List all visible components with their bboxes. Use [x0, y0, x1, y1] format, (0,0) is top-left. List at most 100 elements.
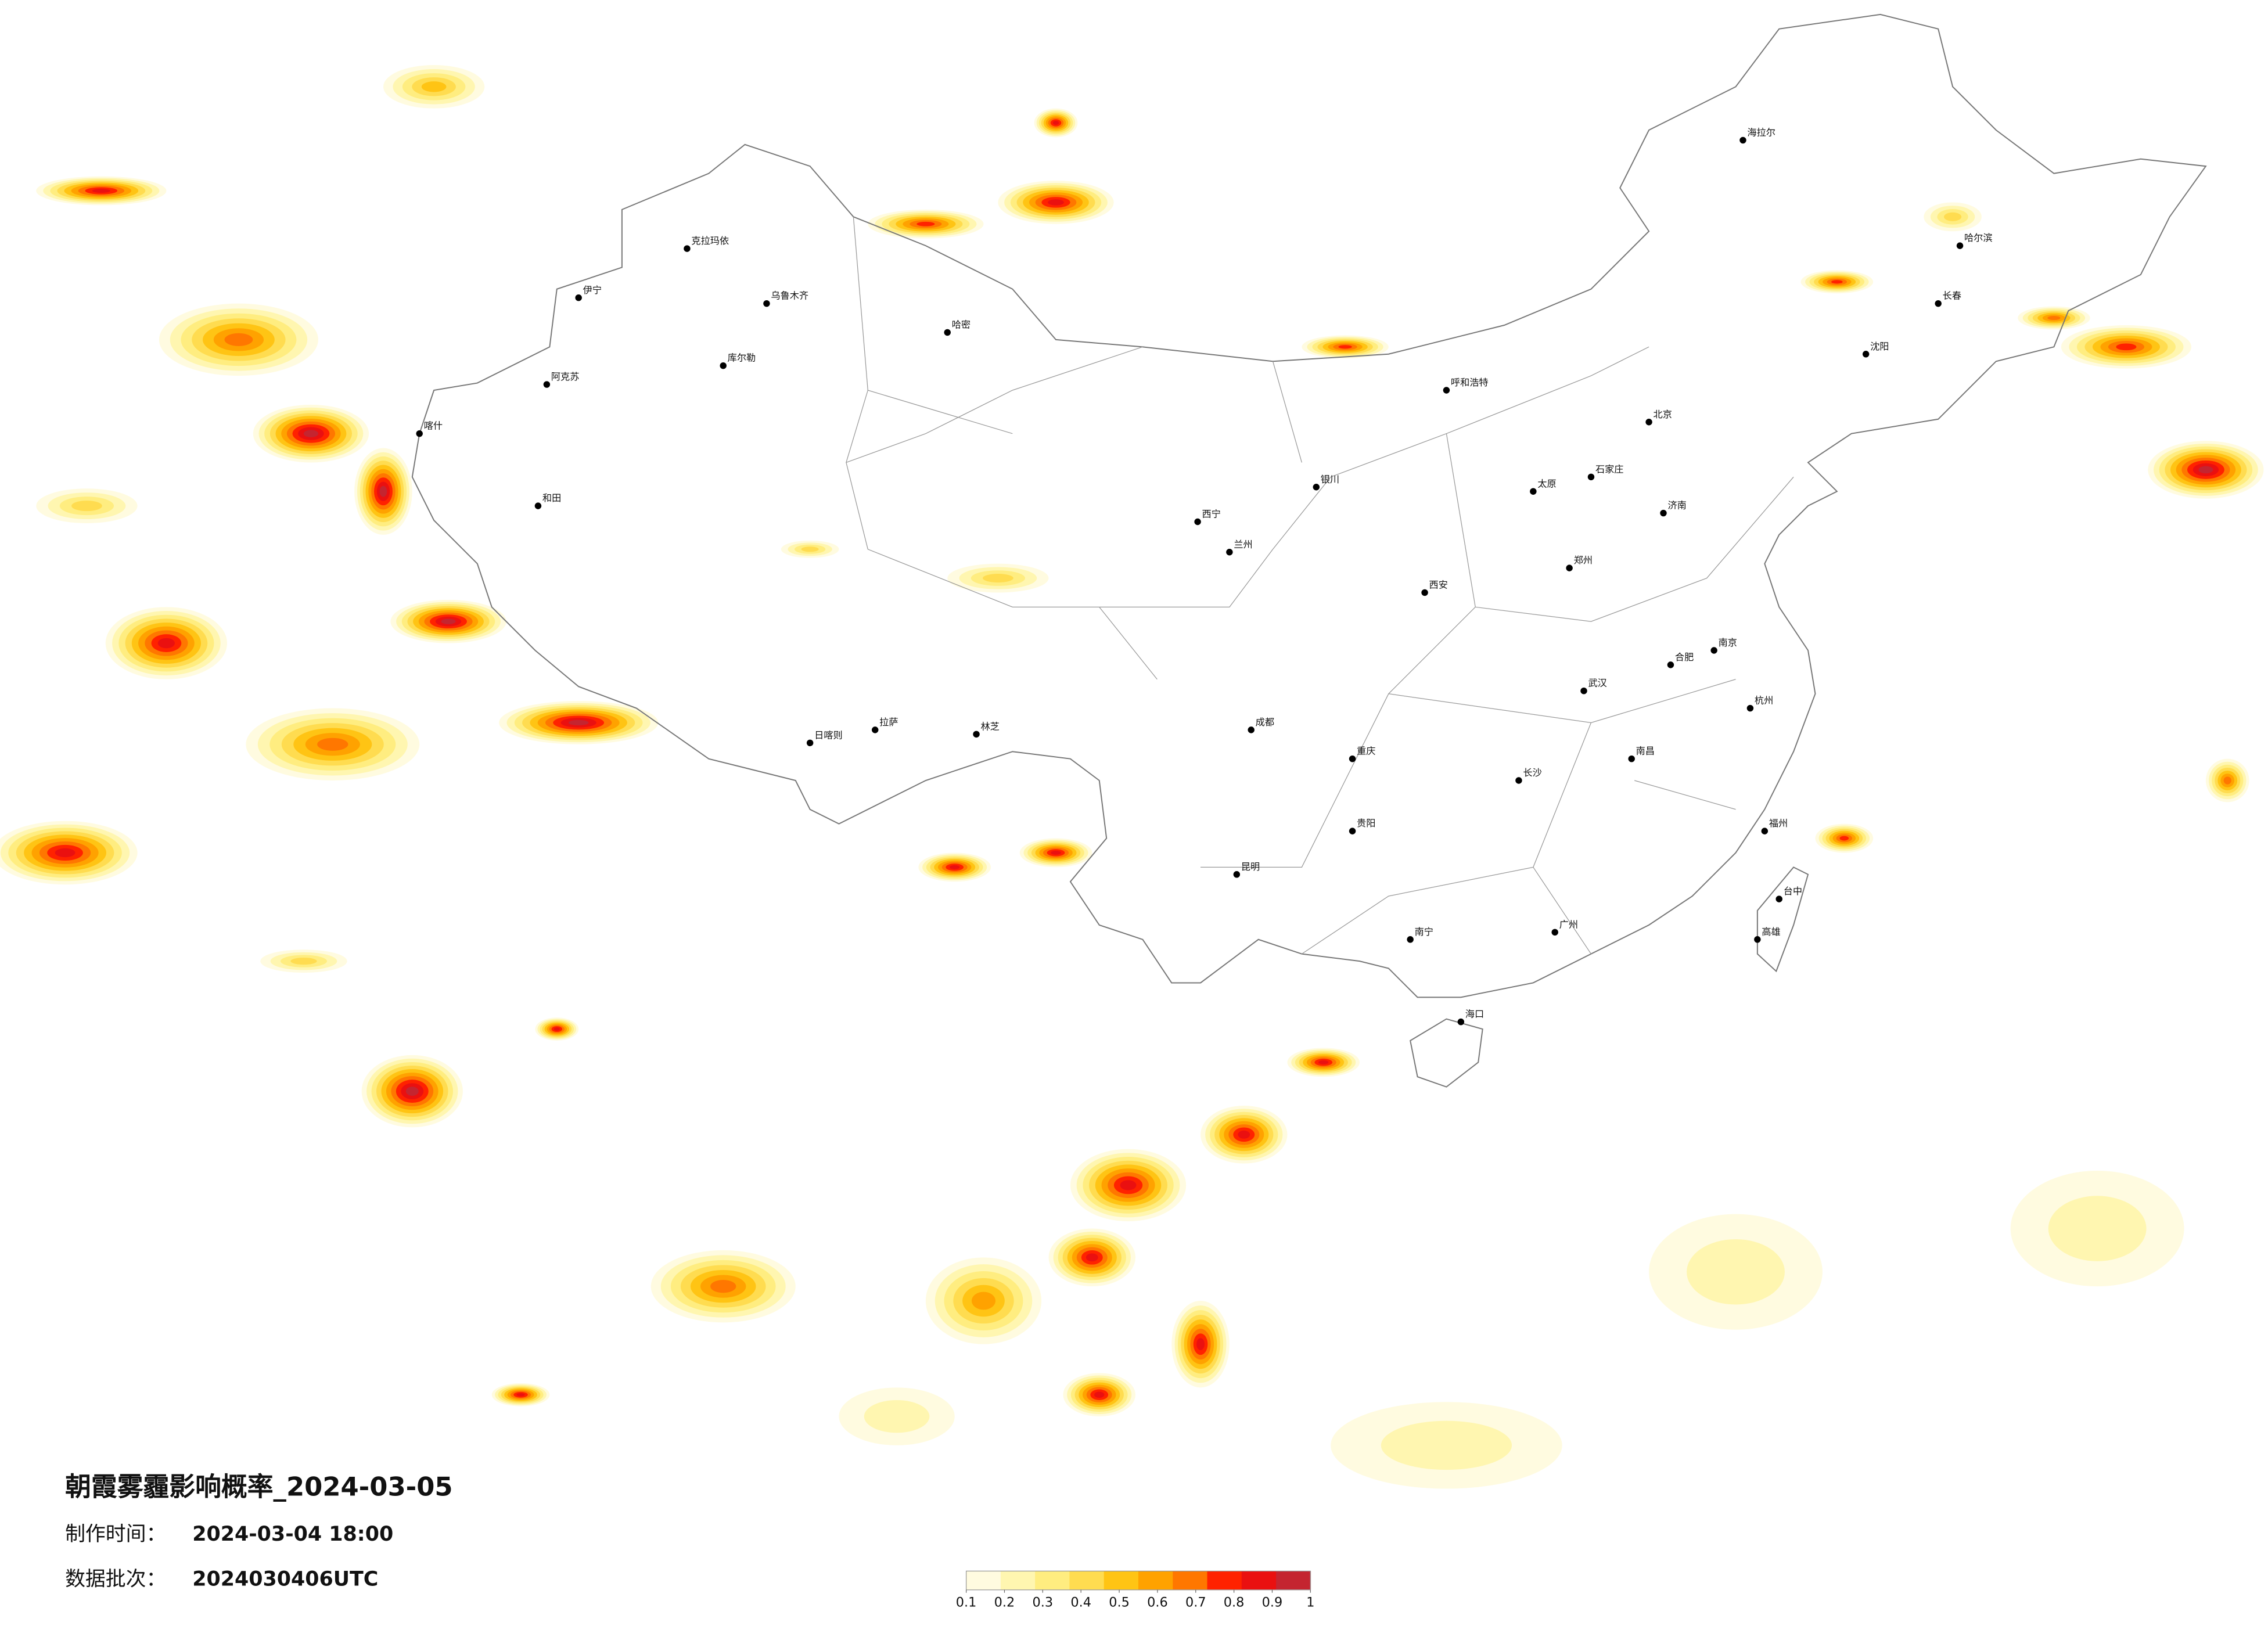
- haze-area: [2116, 343, 2137, 351]
- city-label: 和田: [542, 492, 561, 503]
- legend-swatch: [1000, 1571, 1036, 1590]
- city-label: 杭州: [1755, 695, 1773, 706]
- city-label: 贵阳: [1357, 818, 1375, 829]
- legend-swatch: [1207, 1571, 1242, 1590]
- haze-area: [1086, 1253, 1098, 1262]
- haze-area: [2048, 1196, 2147, 1261]
- city-dot: [1628, 755, 1635, 762]
- legend-tick-label: 0.1: [956, 1595, 977, 1610]
- map-title: 朝霞雾霾影响概率_2024-03-05: [65, 1472, 453, 1502]
- city-label: 银川: [1321, 474, 1339, 485]
- haze-area: [1120, 1180, 1137, 1190]
- city-dot: [1349, 755, 1356, 762]
- haze-layer: [0, 65, 2264, 1489]
- legend-swatch: [1241, 1571, 1277, 1590]
- haze-area: [157, 638, 175, 649]
- city-label: 阿克苏: [551, 371, 580, 382]
- city-dot: [1587, 473, 1595, 481]
- legend-swatch: [966, 1571, 1001, 1590]
- city-dot: [1667, 661, 1674, 668]
- city-dot: [1226, 549, 1233, 556]
- haze-area: [516, 1393, 525, 1397]
- city-label: 北京: [1654, 409, 1672, 420]
- haze-area: [2047, 316, 2061, 321]
- data-batch: 2024030406UTC: [192, 1567, 378, 1591]
- legend-tick-label: 0.5: [1109, 1595, 1130, 1610]
- legend-swatch: [1138, 1571, 1173, 1590]
- city-dot: [720, 362, 727, 369]
- city-dot: [1457, 1018, 1465, 1026]
- province-borders: [846, 217, 1794, 955]
- legend-swatch: [1104, 1571, 1139, 1590]
- legend-tick-label: 0.7: [1185, 1595, 1206, 1610]
- city-dot: [806, 739, 814, 747]
- city-dot: [871, 726, 879, 733]
- legend-tick-label: 0.8: [1224, 1595, 1245, 1610]
- city-dot: [684, 245, 691, 252]
- city-label: 南京: [1719, 637, 1737, 648]
- city-label: 伊宁: [583, 285, 602, 296]
- haze-area: [1338, 345, 1352, 349]
- city-label: 郑州: [1574, 555, 1593, 566]
- city-label: 合肥: [1675, 652, 1694, 663]
- haze-area: [55, 848, 76, 858]
- city-dot: [1443, 387, 1450, 394]
- city-label: 南昌: [1636, 746, 1655, 757]
- legend-tick-label: 0.9: [1262, 1595, 1283, 1610]
- haze-area: [92, 189, 110, 193]
- city-label: 福州: [1769, 818, 1788, 829]
- city-dot: [1233, 871, 1241, 878]
- haze-area: [553, 1027, 560, 1031]
- city-dot: [1421, 589, 1428, 596]
- city-dot: [1956, 242, 1964, 249]
- haze-area: [983, 574, 1013, 583]
- china-border: [411, 13, 2207, 998]
- haze-area: [1318, 1060, 1329, 1064]
- city-dot: [973, 731, 980, 738]
- city-dot: [1566, 564, 1573, 571]
- city-label: 太原: [1537, 478, 1556, 489]
- city-dot: [1862, 351, 1870, 358]
- hainan-border: [1410, 1018, 1483, 1088]
- city-label: 哈尔滨: [1964, 232, 1993, 243]
- city-dot: [1530, 488, 1537, 495]
- city-dot: [1710, 647, 1717, 654]
- city-dot: [1775, 895, 1782, 902]
- haze-area: [1196, 1338, 1205, 1351]
- city-label: 济南: [1667, 500, 1686, 511]
- city-dot: [1515, 777, 1522, 784]
- city-label: 南宁: [1415, 926, 1433, 937]
- haze-area: [1687, 1239, 1785, 1305]
- haze-area: [949, 865, 960, 869]
- haze-area: [1944, 212, 1962, 221]
- city-label: 海口: [1465, 1009, 1484, 1020]
- city-label: 日喀则: [814, 729, 843, 740]
- data-batch-label: 数据批次：: [65, 1567, 166, 1591]
- city-dot: [944, 329, 951, 336]
- haze-area: [71, 501, 102, 512]
- city-dot: [1746, 704, 1754, 712]
- city-label: 兰州: [1234, 539, 1252, 550]
- city-label: 长沙: [1523, 767, 1541, 778]
- city-label: 喀什: [424, 420, 443, 431]
- city-label: 乌鲁木齐: [771, 290, 808, 301]
- city-label: 哈密: [952, 319, 971, 330]
- haze-area: [2223, 776, 2231, 785]
- haze-area: [1238, 1130, 1250, 1139]
- haze-area: [2198, 466, 2213, 474]
- city-label: 重庆: [1357, 746, 1375, 757]
- haze-area: [1839, 836, 1849, 841]
- legend-tick-label: 0.3: [1033, 1595, 1054, 1610]
- issue-time-label: 制作时间：: [65, 1523, 166, 1546]
- haze-area: [864, 1400, 930, 1433]
- haze-area: [441, 618, 456, 624]
- city-label: 呼和浩特: [1451, 377, 1489, 388]
- city-dot: [1645, 419, 1652, 426]
- city-dot: [1761, 828, 1769, 834]
- city-label: 台中: [1784, 886, 1802, 897]
- city-label: 石家庄: [1595, 463, 1624, 474]
- city-label: 高雄: [1762, 926, 1780, 937]
- haze-area: [421, 81, 447, 92]
- haze-area: [290, 958, 317, 965]
